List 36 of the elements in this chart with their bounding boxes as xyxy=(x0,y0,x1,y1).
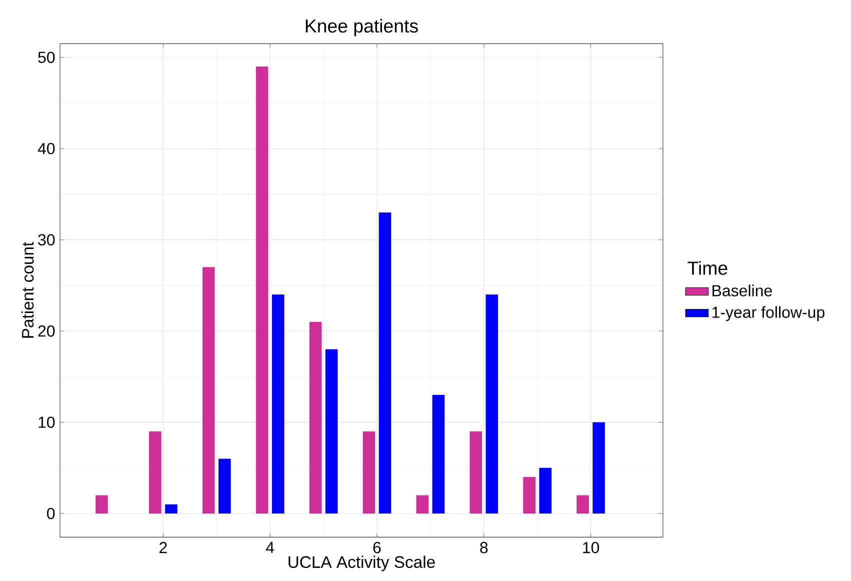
y-tick-label: 10 xyxy=(38,416,55,428)
bar xyxy=(202,267,215,514)
x-tick-label: 10 xyxy=(583,542,600,554)
bar xyxy=(309,322,322,514)
y-tick-label: 30 xyxy=(38,234,55,246)
x-tick-label: 4 xyxy=(266,542,274,553)
bar xyxy=(432,394,445,514)
bar xyxy=(272,294,284,514)
bar xyxy=(470,431,482,514)
x-tick-label: 2 xyxy=(160,542,167,553)
bar xyxy=(325,349,338,514)
bar xyxy=(96,495,108,514)
y-tick-label: 20 xyxy=(38,325,55,337)
chart-title: Knee patients xyxy=(306,18,418,36)
x-tick-label: 8 xyxy=(480,542,488,554)
x-tick-label: 6 xyxy=(373,542,381,554)
y-axis-title: Patient count xyxy=(21,242,34,338)
legend-title: Time xyxy=(688,260,728,275)
bar xyxy=(165,504,178,514)
bar xyxy=(523,476,536,514)
legend-label: 1-year follow-up xyxy=(712,306,824,322)
x-axis-title: UCLA Activity Scale xyxy=(288,556,435,572)
bar xyxy=(256,66,268,514)
y-tick-label: 40 xyxy=(38,142,55,154)
bar xyxy=(539,468,552,514)
bar xyxy=(592,422,605,514)
y-tick-label: 0 xyxy=(47,508,55,520)
bar xyxy=(218,458,231,514)
bar xyxy=(362,431,376,514)
y-tick-label: 50 xyxy=(38,52,55,63)
bar xyxy=(149,431,162,514)
bar xyxy=(576,495,589,514)
bar xyxy=(378,212,392,514)
bar xyxy=(486,294,498,514)
bar xyxy=(416,495,429,514)
legend-label: Baseline xyxy=(712,284,772,296)
